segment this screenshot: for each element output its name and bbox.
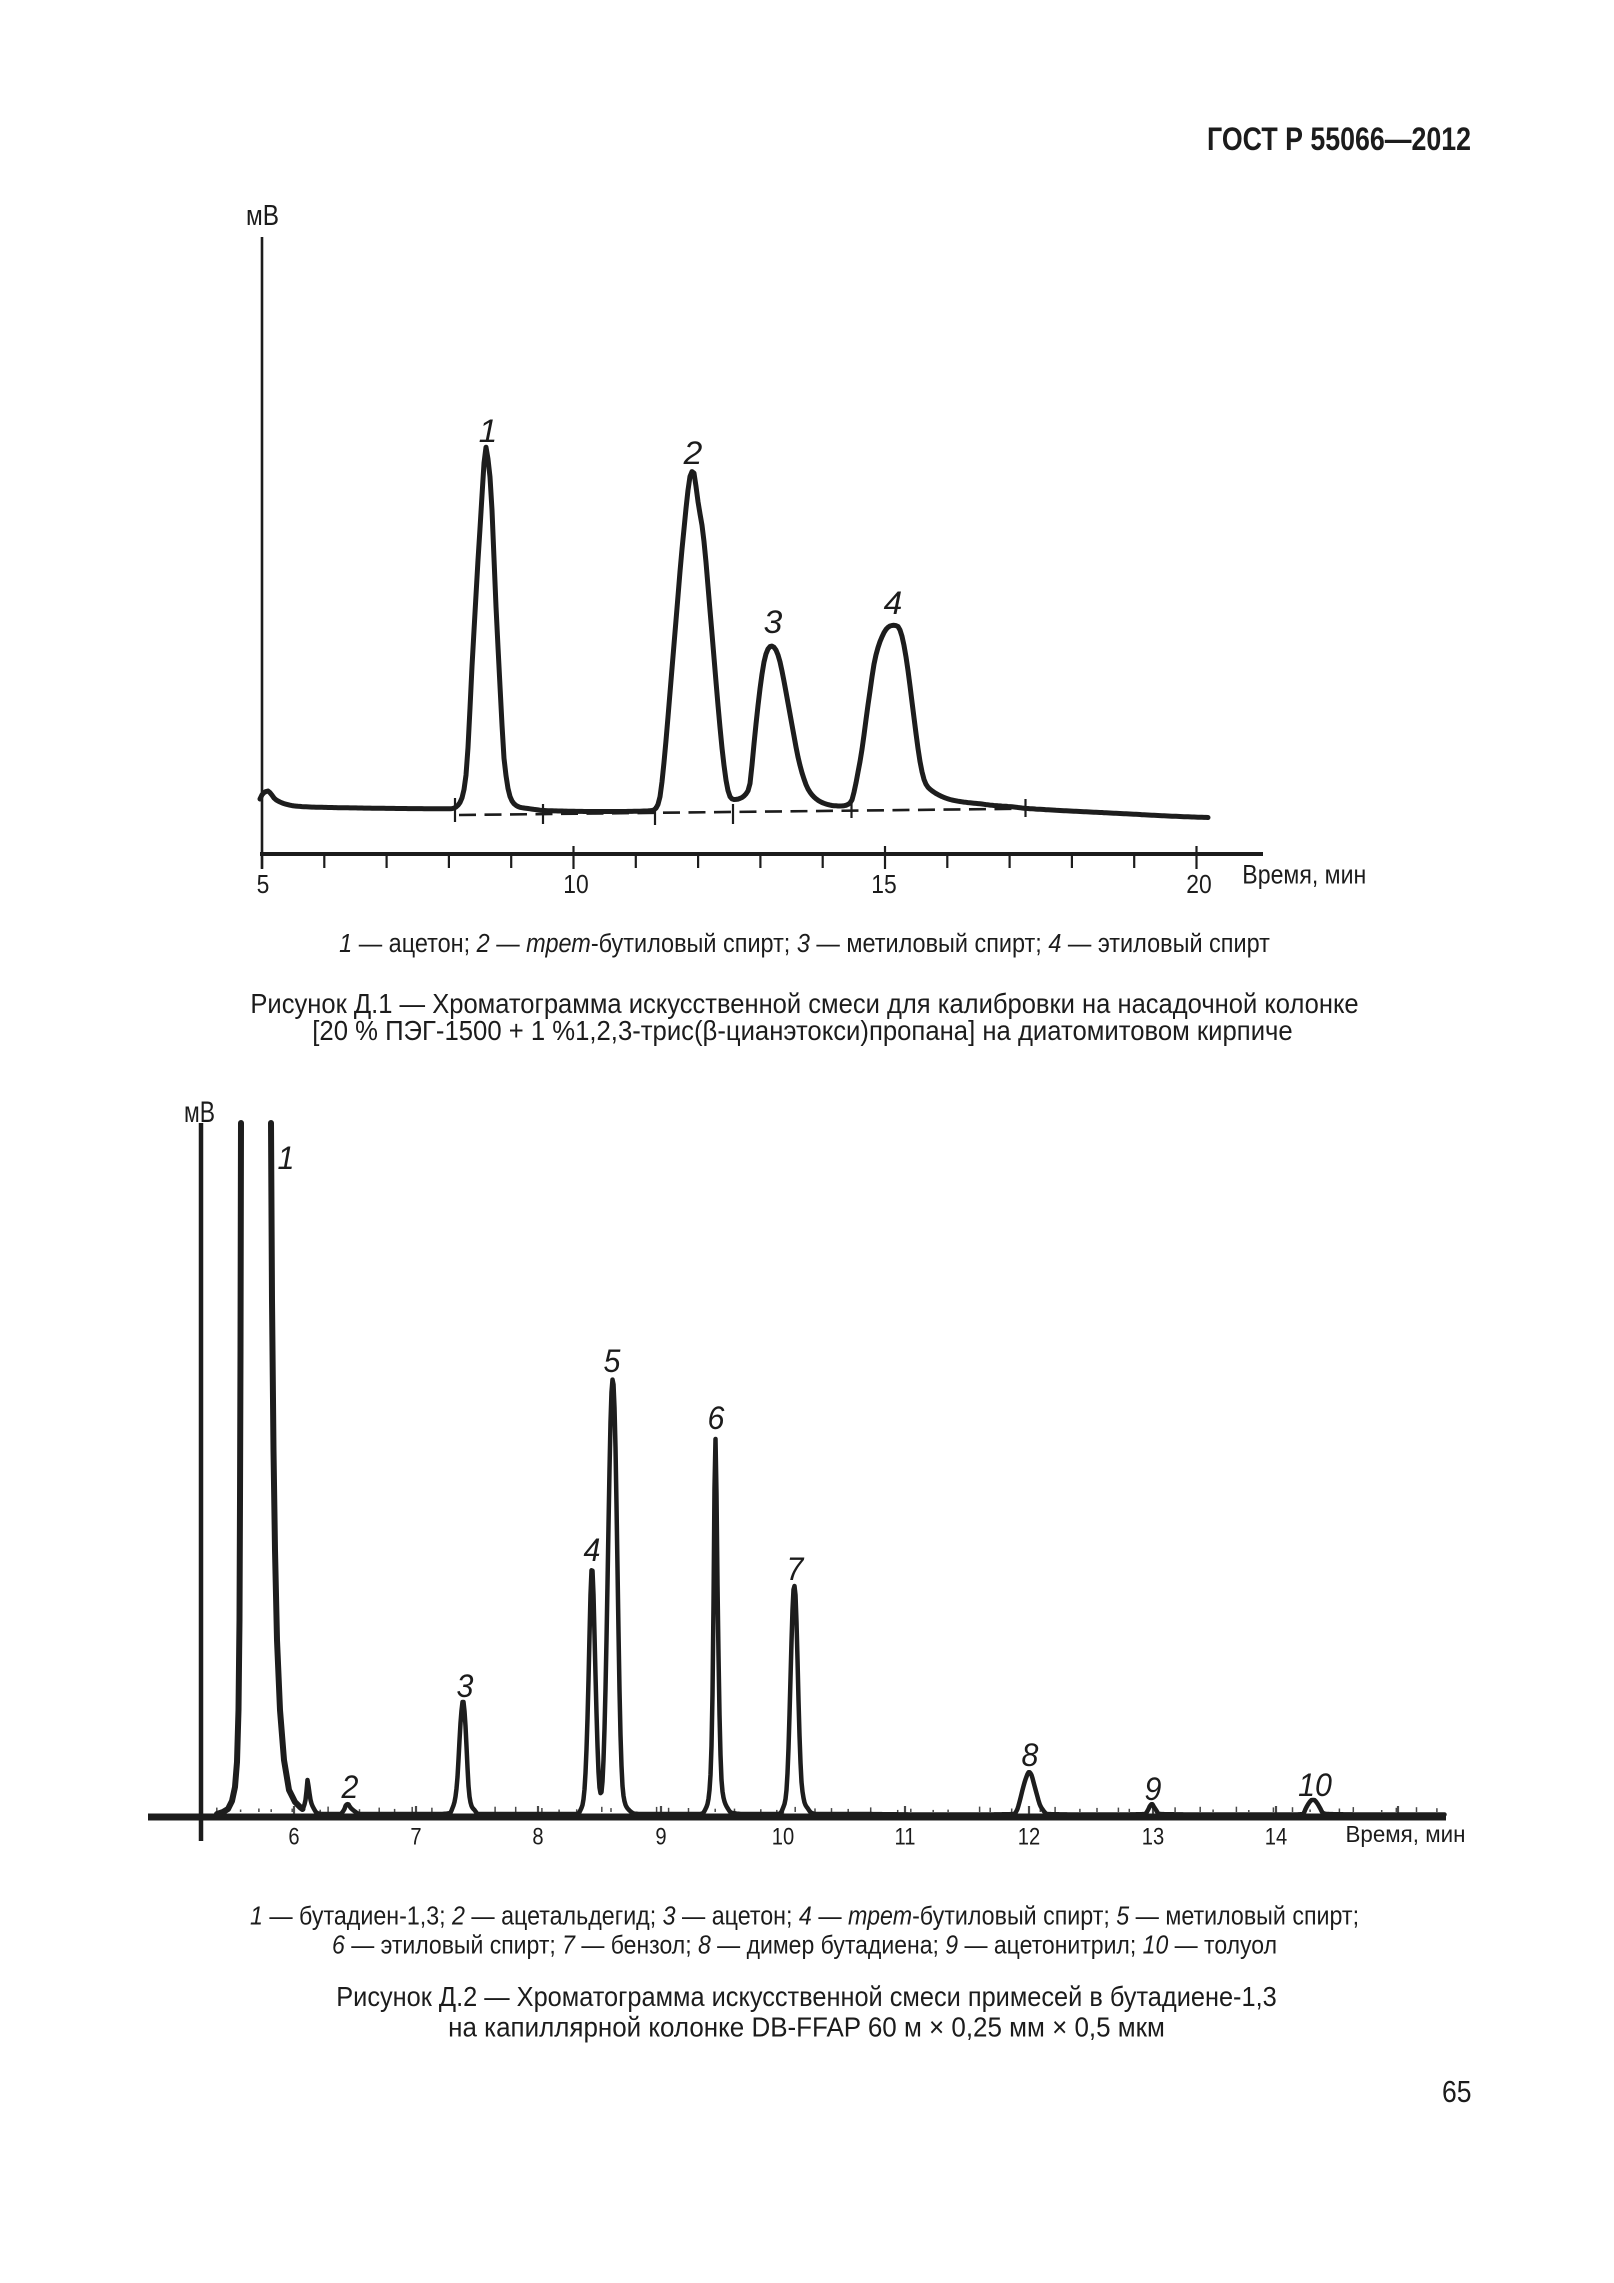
svg-text:9: 9 <box>1145 1771 1162 1807</box>
svg-text:4: 4 <box>584 1532 601 1568</box>
svg-text:ГОСТ Р 55066—2012: ГОСТ Р 55066—2012 <box>1207 122 1471 158</box>
svg-text:12: 12 <box>1018 1823 1040 1850</box>
svg-text:10: 10 <box>563 871 588 900</box>
svg-text:10: 10 <box>1298 1767 1332 1803</box>
svg-text:6: 6 <box>708 1400 726 1436</box>
svg-text:5: 5 <box>604 1343 622 1379</box>
svg-text:8: 8 <box>1022 1737 1040 1773</box>
svg-text:1 — ацетон; 2 — трет-бутиловый: 1 — ацетон; 2 — трет-бутиловый спирт; 3 … <box>339 930 1270 958</box>
svg-text:65: 65 <box>1442 2075 1472 2109</box>
svg-text:8: 8 <box>532 1823 543 1850</box>
svg-text:10: 10 <box>772 1823 794 1850</box>
svg-text:9: 9 <box>655 1823 666 1850</box>
svg-text:7: 7 <box>787 1551 806 1587</box>
svg-text:14: 14 <box>1265 1823 1287 1850</box>
svg-text:Рисунок Д.2 — Хроматограмма ис: Рисунок Д.2 — Хроматограмма искусственно… <box>336 1981 1276 2012</box>
svg-text:2: 2 <box>683 435 703 471</box>
svg-text:11: 11 <box>895 1823 916 1850</box>
svg-text:7: 7 <box>410 1823 421 1850</box>
svg-text:мВ: мВ <box>246 199 279 231</box>
svg-text:1: 1 <box>479 413 498 449</box>
svg-text:Время, мин: Время, мин <box>1346 1820 1466 1847</box>
svg-text:1: 1 <box>278 1140 295 1176</box>
svg-text:15: 15 <box>871 871 896 900</box>
svg-text:6: 6 <box>288 1823 299 1850</box>
svg-text:5: 5 <box>257 871 270 900</box>
svg-text:мВ: мВ <box>184 1095 215 1129</box>
svg-text:4: 4 <box>884 585 903 621</box>
svg-text:2: 2 <box>341 1769 359 1805</box>
svg-text:20: 20 <box>1186 871 1211 900</box>
svg-text:3: 3 <box>457 1668 475 1704</box>
svg-text:Время, мин: Время, мин <box>1242 860 1366 890</box>
svg-text:3: 3 <box>764 604 783 640</box>
svg-text:[20 % ПЭГ-1500 + 1 %1,2,3-трис: [20 % ПЭГ-1500 + 1 %1,2,3-трис(β-цианэто… <box>312 1015 1292 1046</box>
svg-text:Рисунок Д.1 — Хроматограмма ис: Рисунок Д.1 — Хроматограмма искусственно… <box>250 988 1358 1019</box>
svg-text:1 — бутадиен-1,3; 2 — ацетальд: 1 — бутадиен-1,3; 2 — ацетальдегид; 3 — … <box>250 1902 1359 1930</box>
svg-text:на капиллярной колонке DB-FFAP: на капиллярной колонке DB-FFAP 60 м × 0,… <box>448 2012 1165 2043</box>
svg-text:13: 13 <box>1142 1823 1164 1850</box>
svg-text:6 — этиловый спирт; 7 — бензол: 6 — этиловый спирт; 7 — бензол; 8 — диме… <box>332 1931 1277 1960</box>
